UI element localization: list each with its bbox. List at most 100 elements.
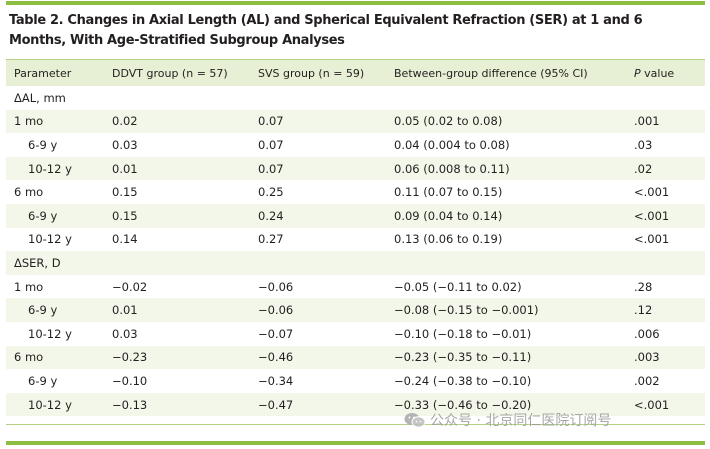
cell-ddvt: −0.23: [112, 350, 148, 365]
table-row: 1 mo −0.02 −0.06 −0.05 (−0.11 to 0.02) .…: [6, 275, 705, 299]
cell-ddvt: 0.14: [112, 232, 138, 247]
data-table-container: Parameter DDVT group (n = 57) SVS group …: [6, 59, 705, 417]
cell-svs: −0.07: [258, 326, 294, 341]
cell-p-value: .28: [634, 279, 653, 294]
cell-difference: 0.09 (0.04 to 0.14): [394, 208, 503, 223]
table-title: Table 2. Changes in Axial Length (AL) an…: [9, 13, 643, 48]
cell-difference: −0.08 (−0.15 to −0.001): [394, 303, 539, 318]
table-row: 6-9 y 0.03 0.07 0.04 (0.004 to 0.08) .03: [6, 133, 705, 157]
cell-p-value: <.001: [634, 208, 670, 223]
cell-parameter: 10-12 y: [28, 397, 72, 412]
table-row: 10-12 y 0.03 −0.07 −0.10 (−0.18 to −0.01…: [6, 322, 705, 346]
cell-svs: 0.07: [258, 114, 284, 129]
cell-parameter: 1 mo: [14, 114, 44, 129]
cell-ddvt: −0.02: [112, 279, 148, 294]
cell-p-value: .001: [634, 114, 660, 129]
cell-p-value: .03: [634, 137, 653, 152]
wechat-icon: [404, 413, 426, 428]
cell-parameter: 6-9 y: [28, 303, 58, 318]
cell-difference: 0.06 (0.008 to 0.11): [394, 161, 510, 176]
cell-parameter: 6-9 y: [28, 137, 58, 152]
table-row: ΔAL, mm: [6, 86, 705, 110]
table-row: 6-9 y 0.01 −0.06 −0.08 (−0.15 to −0.001)…: [6, 298, 705, 322]
table-row: ΔSER, D: [6, 251, 705, 275]
header-parameter: Parameter: [6, 59, 104, 86]
cell-svs: 0.25: [258, 185, 284, 200]
cell-parameter: 10-12 y: [28, 326, 72, 341]
cell-svs: −0.06: [258, 279, 294, 294]
cell-difference: −0.33 (−0.46 to −0.20): [394, 397, 532, 412]
table-row: 1 mo 0.02 0.07 0.05 (0.02 to 0.08) .001: [6, 109, 705, 134]
watermark-text: 公众号 · 北京同仁医院订阅号: [430, 413, 612, 429]
cell-parameter: 10-12 y: [28, 232, 72, 247]
table-header: Parameter DDVT group (n = 57) SVS group …: [6, 59, 705, 86]
cell-parameter: ΔAL, mm: [14, 90, 66, 105]
cell-difference: 0.05 (0.02 to 0.08): [394, 114, 503, 129]
watermark: 公众号 · 北京同仁医院订阅号: [404, 410, 611, 430]
cell-ddvt: 0.01: [112, 303, 138, 318]
cell-ddvt: [104, 86, 250, 110]
cell-svs: 0.07: [258, 137, 284, 152]
header-difference: Between-group difference (95% CI): [386, 59, 626, 86]
cell-ddvt: 0.03: [112, 326, 138, 341]
cell-p-value: [626, 251, 705, 275]
cell-ddvt: 0.15: [112, 185, 138, 200]
cell-p-value: .006: [634, 326, 660, 341]
table-row: 10-12 y 0.01 0.07 0.06 (0.008 to 0.11) .…: [6, 156, 705, 181]
cell-difference: −0.05 (−0.11 to 0.02): [394, 279, 522, 294]
table-body: ΔAL, mm 1 mo 0.02 0.07 0.05 (0.02 to 0.0…: [6, 86, 705, 417]
table-row: 6-9 y −0.10 −0.34 −0.24 (−0.38 to −0.10)…: [6, 369, 705, 393]
cell-p-value: .002: [634, 373, 660, 388]
cell-p-value: .02: [634, 161, 653, 176]
cell-p-value: .003: [634, 350, 660, 365]
header-p-letter: P: [634, 66, 641, 80]
cell-svs: 0.07: [258, 161, 284, 176]
cell-svs: −0.34: [258, 373, 294, 388]
table-row: 6 mo −0.23 −0.46 −0.23 (−0.35 to −0.11) …: [6, 345, 705, 370]
cell-p-value: [626, 86, 705, 110]
cell-svs: −0.06: [258, 303, 294, 318]
cell-svs: [250, 86, 386, 110]
cell-p-value: .12: [634, 303, 653, 318]
table-row: 10-12 y −0.13 −0.47 −0.33 (−0.46 to −0.2…: [6, 392, 705, 417]
cell-parameter: 6 mo: [14, 350, 44, 365]
header-svs: SVS group (n = 59): [250, 59, 386, 86]
cell-difference: −0.24 (−0.38 to −0.10): [394, 373, 532, 388]
table-row: 10-12 y 0.14 0.27 0.13 (0.06 to 0.19) <.…: [6, 228, 705, 252]
cell-svs: −0.47: [258, 397, 294, 412]
cell-ddvt: 0.15: [112, 208, 138, 223]
table-end-divider: [6, 424, 705, 425]
top-rule: [6, 1, 705, 5]
cell-svs: [250, 251, 386, 275]
cell-difference: [386, 251, 626, 275]
cell-parameter: 6 mo: [14, 185, 44, 200]
cell-svs: 0.27: [258, 232, 284, 247]
cell-ddvt: 0.02: [112, 114, 138, 129]
table-row: 6-9 y 0.15 0.24 0.09 (0.04 to 0.14) <.00…: [6, 203, 705, 228]
header-row: Parameter DDVT group (n = 57) SVS group …: [6, 59, 705, 86]
cell-p-value: <.001: [634, 185, 670, 200]
cell-parameter: 10-12 y: [28, 161, 72, 176]
cell-difference: 0.13 (0.06 to 0.19): [394, 232, 503, 247]
cell-ddvt: −0.13: [112, 397, 148, 412]
header-p-value: P value: [626, 59, 705, 86]
cell-difference: [386, 86, 626, 110]
cell-difference: −0.10 (−0.18 to −0.01): [394, 326, 532, 341]
header-p-rest: value: [640, 66, 675, 80]
cell-ddvt: 0.03: [112, 137, 138, 152]
cell-parameter: ΔSER, D: [14, 255, 61, 270]
cell-difference: 0.04 (0.004 to 0.08): [394, 137, 510, 152]
cell-p-value: <.001: [634, 397, 670, 412]
bottom-rule: [6, 441, 705, 445]
header-ddvt: DDVT group (n = 57): [104, 59, 250, 86]
cell-ddvt: 0.01: [112, 161, 138, 176]
cell-parameter: 6-9 y: [28, 208, 58, 223]
cell-difference: −0.23 (−0.35 to −0.11): [394, 350, 532, 365]
data-table: Parameter DDVT group (n = 57) SVS group …: [6, 59, 705, 417]
cell-difference: 0.11 (0.07 to 0.15): [394, 185, 503, 200]
cell-ddvt: [104, 251, 250, 275]
cell-parameter: 6-9 y: [28, 373, 58, 388]
cell-ddvt: −0.10: [112, 373, 148, 388]
cell-p-value: <.001: [634, 232, 670, 247]
cell-parameter: 1 mo: [14, 279, 44, 294]
